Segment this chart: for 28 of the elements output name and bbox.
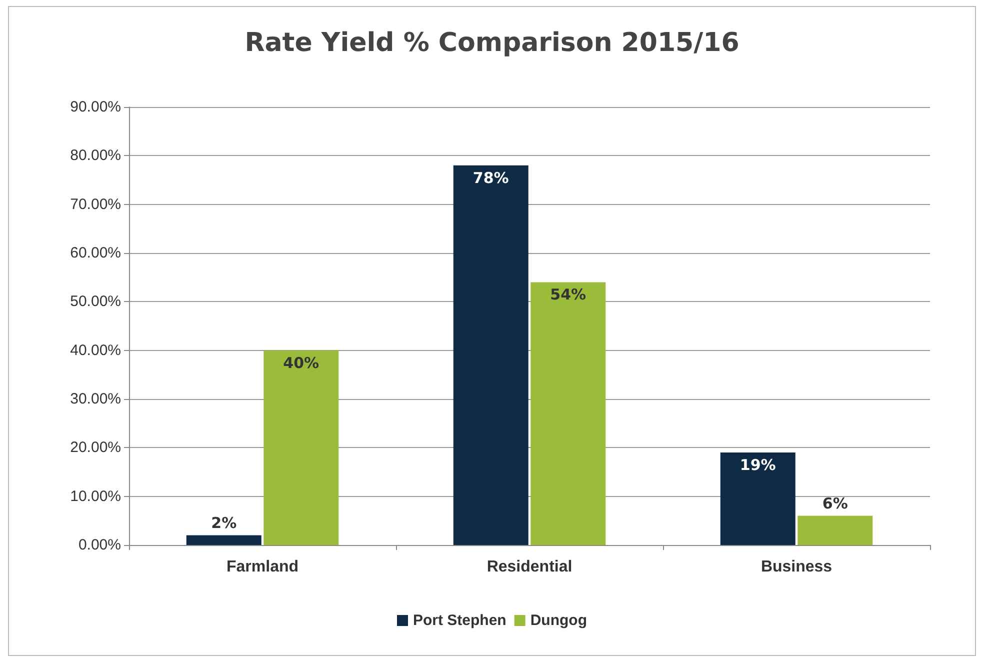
data-label: 2% [211, 514, 237, 532]
bar [264, 350, 339, 545]
y-tick-label: 80.00% [70, 147, 121, 164]
y-tick-label: 60.00% [70, 244, 121, 262]
bar [186, 535, 262, 545]
y-tick-label: 90.00% [70, 98, 121, 116]
y-tick-label: 0.00% [78, 536, 121, 554]
data-label: 19% [740, 456, 776, 474]
y-tick-label: 20.00% [70, 439, 121, 456]
bar [453, 165, 528, 545]
y-tick-label: 10.00% [70, 488, 121, 505]
y-tick-label: 30.00% [70, 390, 121, 408]
y-tick-label: 50.00% [70, 293, 121, 310]
y-tick-label: 70.00% [70, 196, 121, 213]
bar [720, 452, 796, 545]
data-label: 54% [550, 286, 586, 304]
chart-title: Rate Yield % Comparison 2015/16 [244, 28, 740, 58]
data-label: 6% [822, 494, 848, 512]
bar [530, 282, 606, 545]
data-label: 40% [283, 354, 320, 372]
legend-label: Dungog [530, 612, 588, 629]
y-tick-label: 40.00% [70, 342, 121, 359]
x-tick-label: Farmland [226, 558, 299, 576]
x-tick-label: Business [760, 558, 832, 576]
x-tick-label: Residential [486, 558, 572, 576]
bar [798, 516, 873, 545]
legend-label: Port Stephen [413, 612, 506, 629]
data-label: 78% [472, 168, 509, 187]
